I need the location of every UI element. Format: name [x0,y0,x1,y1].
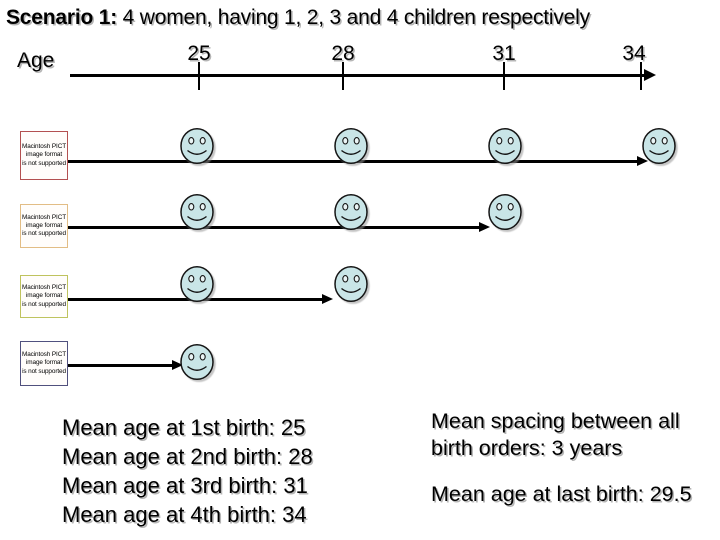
pict-text-line: image format [25,292,63,300]
smiley-face-icon [333,127,369,165]
note-line: Mean age at 2nd birth: 28 [62,444,313,469]
pict-placeholder-4: Macintosh PICT image format is not suppo… [20,341,68,386]
note-line: Mean age at 3rd birth: 31 [62,473,308,498]
axis-tick-25 [198,62,200,90]
axis-tick-34 [640,62,642,90]
pict-text-line: image format [25,151,63,159]
timeline-row-2 [68,226,479,229]
title-prefix: Scenario 1: [6,6,118,29]
smiley-face-icon [487,127,523,165]
pict-text-line: Macintosh PICT [21,143,67,150]
smiley-face-icon [179,343,215,381]
note-line: Mean age at 4th birth: 34 [62,502,307,527]
timeline-arrowhead-icon [322,294,333,304]
title-rest: 4 women, having 1, 2, 3 and 4 children r… [117,6,590,29]
age-axis-label: Age [17,49,55,72]
smiley-face-icon [487,193,523,231]
pict-text-line: image format [25,221,63,229]
smiley-face-icon [641,127,677,165]
axis-tick-label-28: 28 [331,42,355,65]
smiley-face-icon [333,193,369,231]
summary-notes: Mean spacing between all birth orders: 3… [431,408,703,508]
timeline-arrowhead-icon [637,156,648,166]
timeline-row-4 [68,364,172,367]
smiley-face-icon [179,127,215,165]
pict-placeholder-2: Macintosh PICT image format is not suppo… [20,204,68,248]
pict-text-line: image format [25,359,63,367]
axis-tick-label-31: 31 [492,42,516,65]
axis-tick-31 [503,62,505,90]
pict-placeholder-3: Macintosh PICT image format is not suppo… [20,275,68,318]
mean-age-notes: Mean age at 1st birth: 25 Mean age at 2n… [62,413,313,529]
mean-age-last-birth-note: Mean age at last birth: 29.5 [431,482,692,506]
smiley-face-icon [179,265,215,303]
slide-title: Scenario 1: 4 women, having 1, 2, 3 and … [6,6,590,30]
pict-text-line: Macintosh PICT [21,284,67,291]
note-line: Mean age at 1st birth: 25 [62,415,306,440]
pict-text-line: Macintosh PICT [21,351,67,358]
smiley-face-icon [333,265,369,303]
pict-text-line: is not supported [22,367,66,375]
age-axis-line [70,74,646,77]
pict-text-line: is not supported [22,159,66,167]
smiley-face-icon [179,193,215,231]
pict-text-line: is not supported [22,300,66,308]
pict-placeholder-1: Macintosh PICT image format is not suppo… [20,131,68,180]
axis-tick-label-25: 25 [187,42,211,65]
age-axis-arrowhead-icon [644,69,656,81]
pict-text-line: Macintosh PICT [21,213,67,221]
timeline-arrowhead-icon [479,222,490,232]
mean-spacing-note: Mean spacing between all birth orders: 3… [431,409,680,460]
pict-text-line: is not supported [22,230,66,238]
timeline-arrowhead-icon [172,360,183,370]
axis-tick-28 [342,62,344,90]
axis-tick-label-34: 34 [622,42,646,65]
